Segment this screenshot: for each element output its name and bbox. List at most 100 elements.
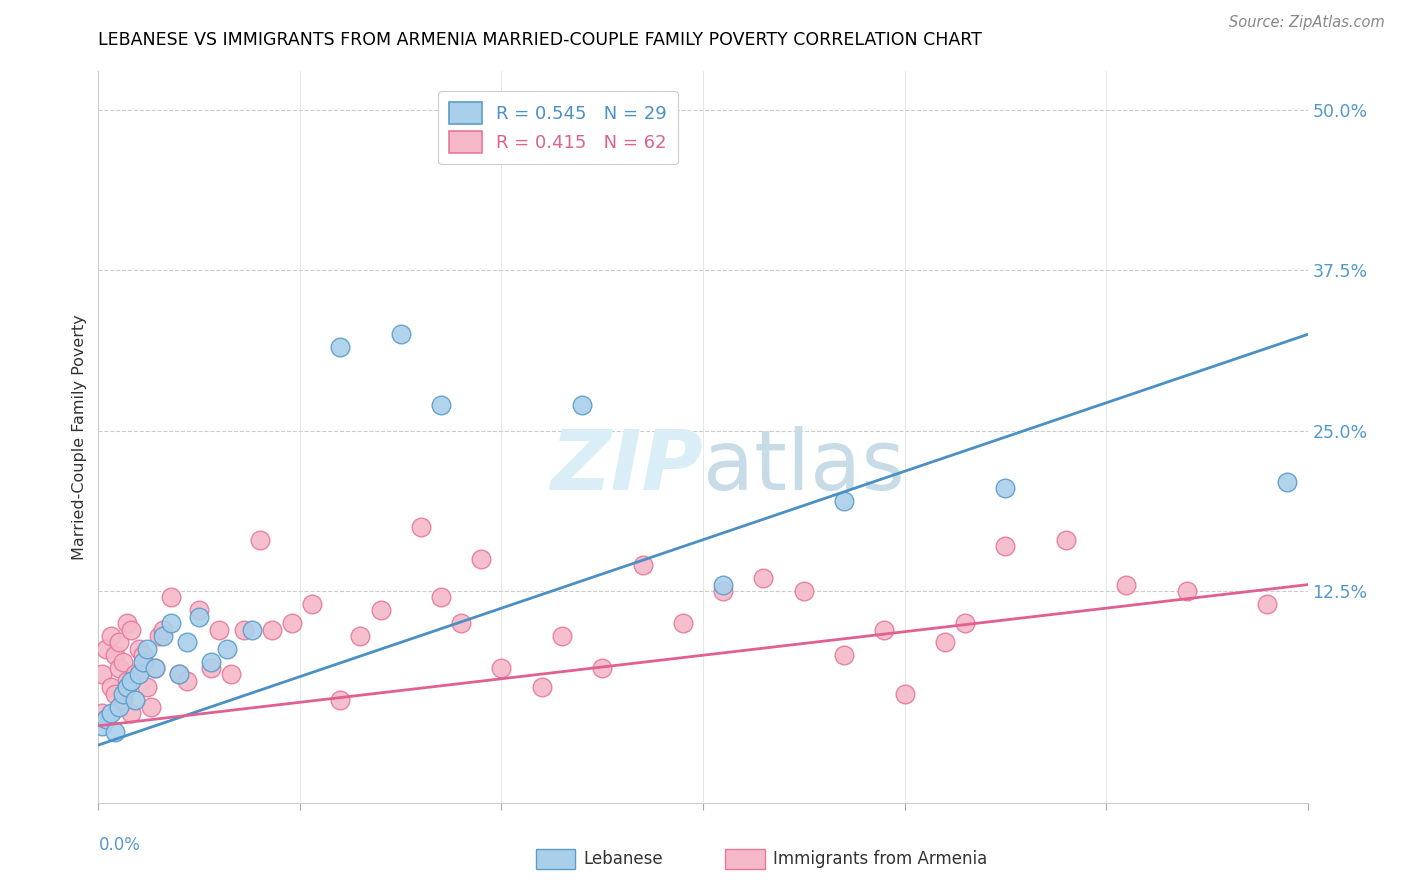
Point	[96, 712, 118, 726]
Text: ZIP: ZIP	[550, 425, 703, 507]
Point	[1277, 475, 1299, 489]
Text: atlas: atlas	[703, 425, 904, 507]
Point	[752, 571, 775, 585]
Point	[631, 558, 654, 573]
Point	[124, 667, 146, 681]
Point	[128, 667, 150, 681]
Point	[349, 629, 371, 643]
Point	[409, 520, 432, 534]
Point	[389, 327, 412, 342]
Point	[491, 661, 513, 675]
Point	[260, 623, 283, 637]
Point	[115, 616, 138, 631]
Point	[994, 482, 1017, 496]
Point	[124, 693, 146, 707]
Point	[100, 706, 122, 720]
Point	[953, 616, 976, 631]
Point	[103, 687, 125, 701]
Point	[167, 667, 190, 681]
Point	[91, 706, 114, 720]
Point	[100, 681, 122, 695]
Point	[281, 616, 304, 631]
Point	[103, 725, 125, 739]
Point	[249, 533, 271, 547]
Point	[873, 623, 896, 637]
Point	[143, 661, 166, 675]
Point	[711, 577, 734, 591]
Point	[571, 398, 593, 412]
Point	[115, 673, 138, 688]
Point	[329, 340, 352, 354]
Point	[893, 687, 915, 701]
Point	[176, 635, 198, 649]
Point	[470, 552, 492, 566]
Point	[591, 661, 613, 675]
Legend: R = 0.545   N = 29, R = 0.415   N = 62: R = 0.545 N = 29, R = 0.415 N = 62	[439, 91, 678, 164]
Point	[115, 681, 138, 695]
Text: Immigrants from Armenia: Immigrants from Armenia	[773, 850, 987, 868]
Point	[91, 719, 114, 733]
Point	[672, 616, 695, 631]
Point	[430, 398, 453, 412]
Point	[200, 661, 222, 675]
Point	[120, 706, 142, 720]
Point	[120, 673, 142, 688]
Point	[200, 655, 222, 669]
Point	[148, 629, 170, 643]
Text: 0.0%: 0.0%	[98, 836, 141, 854]
Point	[132, 648, 155, 663]
Text: Source: ZipAtlas.com: Source: ZipAtlas.com	[1229, 15, 1385, 29]
Point	[167, 667, 190, 681]
Point	[96, 641, 118, 656]
Point	[107, 661, 129, 675]
Point	[135, 641, 157, 656]
Text: Lebanese: Lebanese	[583, 850, 664, 868]
Point	[132, 655, 155, 669]
Point	[832, 648, 855, 663]
Point	[430, 591, 453, 605]
Point	[111, 687, 134, 701]
Point	[152, 623, 174, 637]
Point	[329, 693, 352, 707]
Point	[301, 597, 323, 611]
Point	[1256, 597, 1278, 611]
Point	[793, 584, 815, 599]
Point	[143, 661, 166, 675]
Point	[1115, 577, 1137, 591]
Point	[128, 641, 150, 656]
Point	[120, 623, 142, 637]
Point	[1054, 533, 1077, 547]
Point	[139, 699, 162, 714]
Point	[107, 635, 129, 649]
Point	[208, 623, 231, 637]
Point	[188, 609, 211, 624]
Point	[217, 641, 239, 656]
Point	[232, 623, 254, 637]
Y-axis label: Married-Couple Family Poverty: Married-Couple Family Poverty	[72, 314, 87, 560]
Point	[111, 655, 134, 669]
Point	[96, 712, 118, 726]
Point	[370, 603, 392, 617]
Point	[152, 629, 174, 643]
Point	[934, 635, 956, 649]
Text: LEBANESE VS IMMIGRANTS FROM ARMENIA MARRIED-COUPLE FAMILY POVERTY CORRELATION CH: LEBANESE VS IMMIGRANTS FROM ARMENIA MARR…	[98, 31, 983, 49]
Point	[221, 667, 243, 681]
Point	[176, 673, 198, 688]
Point	[111, 693, 134, 707]
Point	[103, 648, 125, 663]
Point	[91, 667, 114, 681]
Point	[994, 539, 1017, 553]
Point	[160, 591, 183, 605]
Point	[450, 616, 472, 631]
Point	[711, 584, 734, 599]
Point	[160, 616, 183, 631]
Point	[530, 681, 553, 695]
Point	[551, 629, 574, 643]
Point	[188, 603, 211, 617]
Point	[107, 699, 129, 714]
Point	[135, 681, 157, 695]
Point	[1175, 584, 1198, 599]
Point	[240, 623, 263, 637]
Point	[832, 494, 855, 508]
Point	[100, 629, 122, 643]
